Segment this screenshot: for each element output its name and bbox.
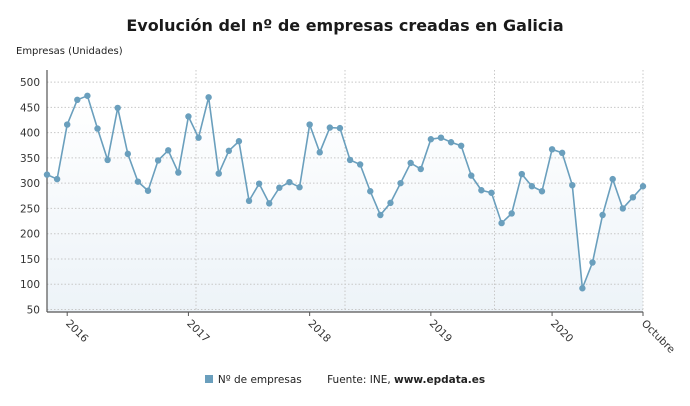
source-link[interactable]: www.epdata.es	[394, 374, 486, 386]
x-tick-label: 2018	[306, 318, 333, 345]
x-tick-label: 2019	[427, 318, 454, 345]
data-point	[609, 175, 616, 183]
data-point	[64, 121, 71, 128]
legend: Nº de empresas Fuente: INE, www.epdata.e…	[0, 374, 690, 386]
data-point	[367, 188, 374, 195]
data-point	[154, 157, 162, 164]
data-point	[437, 134, 445, 141]
y-tick-label: 300	[20, 178, 40, 190]
data-point	[134, 178, 142, 185]
y-tick-label: 150	[20, 254, 40, 266]
data-point	[478, 187, 485, 194]
data-point	[94, 125, 101, 132]
data-point	[74, 96, 81, 104]
data-point	[629, 194, 637, 201]
data-point	[245, 197, 253, 205]
data-point	[579, 285, 586, 292]
data-point	[356, 161, 364, 168]
data-point	[468, 172, 475, 179]
data-point	[114, 104, 121, 112]
y-tick-label: 450	[20, 102, 40, 114]
data-point	[447, 139, 455, 146]
data-point	[296, 184, 303, 191]
y-axis-label: Empresas (Unidades)	[16, 46, 123, 57]
data-point	[387, 199, 394, 207]
source-prefix: Fuente: INE,	[327, 374, 395, 386]
data-point	[407, 159, 414, 167]
data-point	[377, 211, 384, 219]
chart-title: Evolución del nº de empresas creadas en …	[126, 16, 564, 35]
data-point	[165, 147, 172, 154]
data-point	[225, 147, 233, 155]
data-point	[215, 170, 222, 177]
legend-swatch-icon	[204, 375, 213, 383]
data-point	[266, 200, 273, 207]
data-point	[124, 150, 132, 158]
data-point	[457, 142, 465, 149]
data-point	[185, 113, 192, 120]
y-tick-label: 500	[20, 77, 40, 89]
y-tick-label: 50	[27, 304, 40, 316]
data-point	[43, 171, 51, 178]
data-point	[538, 188, 546, 195]
data-point	[589, 259, 596, 266]
data-point	[175, 169, 182, 176]
data-point	[326, 124, 334, 131]
legend-label: Nº de empresas	[217, 374, 302, 386]
data-point	[569, 181, 576, 189]
x-tick-label: Octubre	[639, 318, 677, 356]
data-point	[427, 136, 435, 143]
data-point	[346, 156, 354, 164]
data-point	[508, 210, 515, 217]
source-text: Fuente: INE, www.epdata.es	[327, 374, 485, 386]
data-point	[195, 134, 202, 141]
data-point	[417, 165, 424, 173]
y-tick-label: 400	[20, 128, 40, 140]
x-tick-label: 2017	[184, 318, 211, 345]
data-point	[518, 170, 525, 178]
line-chart: 50 100 150 200 250 300 350 400 450 500 2016 2017 201…	[20, 70, 677, 356]
y-tick-label: 200	[20, 229, 40, 241]
data-point	[599, 211, 606, 219]
data-point	[276, 184, 283, 191]
data-point	[336, 124, 344, 132]
data-point	[528, 183, 536, 190]
y-tick-label: 250	[20, 203, 40, 215]
data-point	[316, 149, 323, 156]
data-point	[205, 94, 212, 101]
y-tick-label: 350	[20, 153, 40, 165]
data-point	[498, 219, 505, 227]
data-point	[53, 175, 61, 183]
data-point	[619, 205, 626, 212]
y-tick-label: 100	[20, 279, 40, 291]
data-point	[104, 156, 111, 164]
data-point	[548, 146, 556, 153]
data-point	[488, 189, 495, 196]
data-point	[286, 178, 293, 186]
data-point	[144, 187, 152, 194]
data-point	[639, 183, 647, 190]
data-point	[306, 121, 313, 128]
data-point	[397, 179, 404, 187]
data-point	[84, 92, 91, 99]
data-point	[235, 138, 243, 145]
x-tick-label: 2016	[63, 318, 91, 346]
data-point	[558, 149, 566, 157]
x-tick-label: 2020	[548, 318, 575, 345]
data-point	[255, 180, 263, 187]
